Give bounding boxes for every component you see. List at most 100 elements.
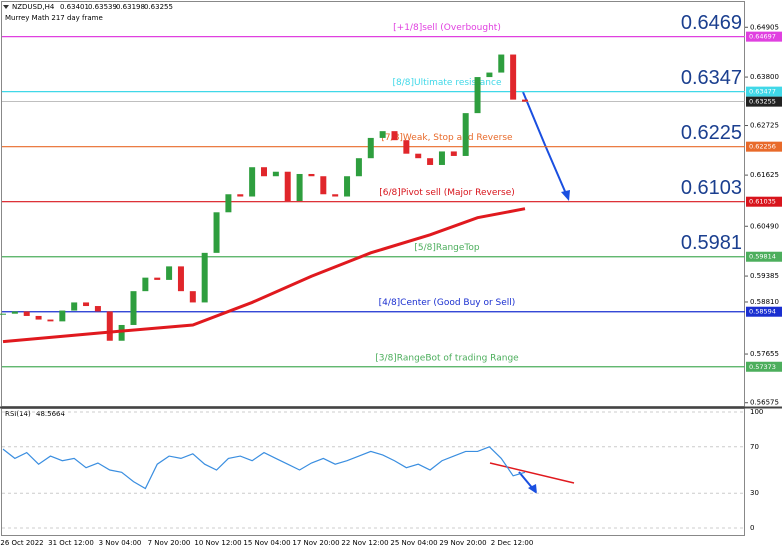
x-tick-label: 15 Nov 04:00: [243, 539, 290, 547]
candle: [486, 72, 493, 78]
moving-average: [2, 207, 526, 344]
level-box: [746, 141, 782, 152]
level-box-label: 0.57373: [749, 363, 776, 371]
candle: [213, 212, 220, 253]
current-price-label: 0.63255: [749, 98, 776, 106]
menu-icon: [3, 5, 9, 9]
candle: [391, 131, 398, 141]
candle: [367, 137, 374, 159]
chart-title: NZDUSD,H4: [12, 3, 55, 11]
y-tick-label: 0.62725: [750, 122, 779, 130]
candle: [379, 131, 386, 138]
candle: [296, 173, 303, 202]
level-box: [746, 31, 782, 42]
level-name: [4/8]Center (Good Buy or Sell): [379, 298, 516, 308]
candle: [71, 302, 78, 311]
candle: [130, 291, 137, 325]
level-name: [3/8]RangeBot of trading Range: [375, 353, 519, 363]
candle: [450, 151, 457, 156]
candle: [462, 113, 469, 156]
candle: [225, 194, 232, 213]
y-tick-label: 0.61625: [750, 171, 779, 179]
level-label: 0.6225: [681, 122, 742, 144]
candle: [498, 54, 505, 73]
level-box-label: 0.62256: [749, 143, 776, 151]
candle: [47, 319, 54, 322]
level-name: [5/8]RangeTop: [414, 243, 480, 253]
candle: [332, 194, 339, 197]
forecast-arrow: [489, 91, 575, 494]
y-tick-label: 0.60490: [750, 222, 779, 230]
candle: [177, 266, 184, 292]
candle: [118, 324, 125, 341]
candle: [308, 173, 315, 177]
quote-low: 0.63198: [116, 3, 145, 11]
x-tick-label: 25 Nov 04:00: [390, 539, 437, 547]
rsi-tick-label: 100: [750, 408, 763, 416]
level-label: 0.6103: [681, 177, 742, 199]
x-tick-label: 22 Nov 12:00: [341, 539, 388, 547]
candle: [35, 315, 42, 320]
candle: [237, 194, 244, 197]
level-name: [6/8]Pivot sell (Major Reverse): [379, 188, 515, 198]
candle: [189, 291, 196, 303]
subtitle: Murrey Math 217 day frame: [5, 14, 103, 22]
candle: [166, 266, 173, 280]
candle: [320, 176, 327, 195]
level-label: 0.6469: [681, 12, 742, 34]
level-label: 0.6347: [681, 67, 742, 89]
current-price-box: [746, 96, 782, 107]
y-tick-label: 0.59385: [750, 272, 779, 280]
level-label: 0.5981: [681, 232, 742, 254]
level-box-label: 0.61035: [749, 198, 776, 206]
level-name: [8/8]Ultimate resistance: [393, 78, 502, 88]
candle: [106, 311, 113, 341]
candle: [201, 252, 208, 303]
candle: [427, 158, 434, 165]
level-box: [746, 251, 782, 262]
candle: [522, 99, 528, 102]
candle: [272, 171, 279, 177]
candle: [23, 311, 30, 316]
level-box-label: 0.59814: [749, 253, 776, 261]
rsi-line: [2, 446, 526, 490]
level-box-label: 0.58594: [749, 308, 776, 316]
x-tick-label: 31 Oct 12:00: [48, 539, 94, 547]
candle: [510, 54, 517, 100]
candle: [83, 302, 90, 307]
rsi-value: 48.5664: [36, 410, 65, 418]
level-box: [746, 361, 782, 372]
x-tick-label: 3 Nov 04:00: [99, 539, 142, 547]
rsi-title: RSI(14): [5, 410, 31, 418]
quote-high: 0.63539: [88, 3, 117, 11]
level-box-label: 0.63477: [749, 88, 776, 96]
candle: [94, 306, 101, 312]
x-tick-label: 10 Nov 12:00: [194, 539, 241, 547]
rsi-tick-label: 0: [750, 524, 754, 532]
level-box: [746, 306, 782, 317]
level-box: [746, 196, 782, 207]
candle: [415, 153, 422, 159]
y-tick-label: 0.63800: [750, 73, 779, 81]
candle: [438, 151, 445, 165]
level-name: [+1/8]sell (Overbought): [393, 23, 501, 33]
level-box: [746, 86, 782, 97]
x-tick-label: 7 Nov 20:00: [148, 539, 191, 547]
candle: [154, 277, 161, 280]
candle: [11, 311, 18, 314]
candle: [142, 277, 149, 292]
x-tick-label: 29 Nov 20:00: [439, 539, 486, 547]
level-box-label: 0.64697: [749, 33, 776, 41]
candle: [261, 167, 267, 177]
level-name: [7/8]Weak, Stop and Reverse: [381, 133, 513, 143]
rsi-tick-label: 30: [750, 489, 759, 497]
x-tick-label: 26 Oct 2022: [0, 539, 43, 547]
x-tick-label: 2 Dec 12:00: [491, 539, 534, 547]
candle: [59, 310, 66, 322]
rsi-tick-label: 70: [750, 443, 759, 451]
y-tick-label: 0.64905: [750, 23, 779, 31]
y-tick-label: 0.58810: [750, 298, 779, 306]
candle: [284, 171, 291, 202]
